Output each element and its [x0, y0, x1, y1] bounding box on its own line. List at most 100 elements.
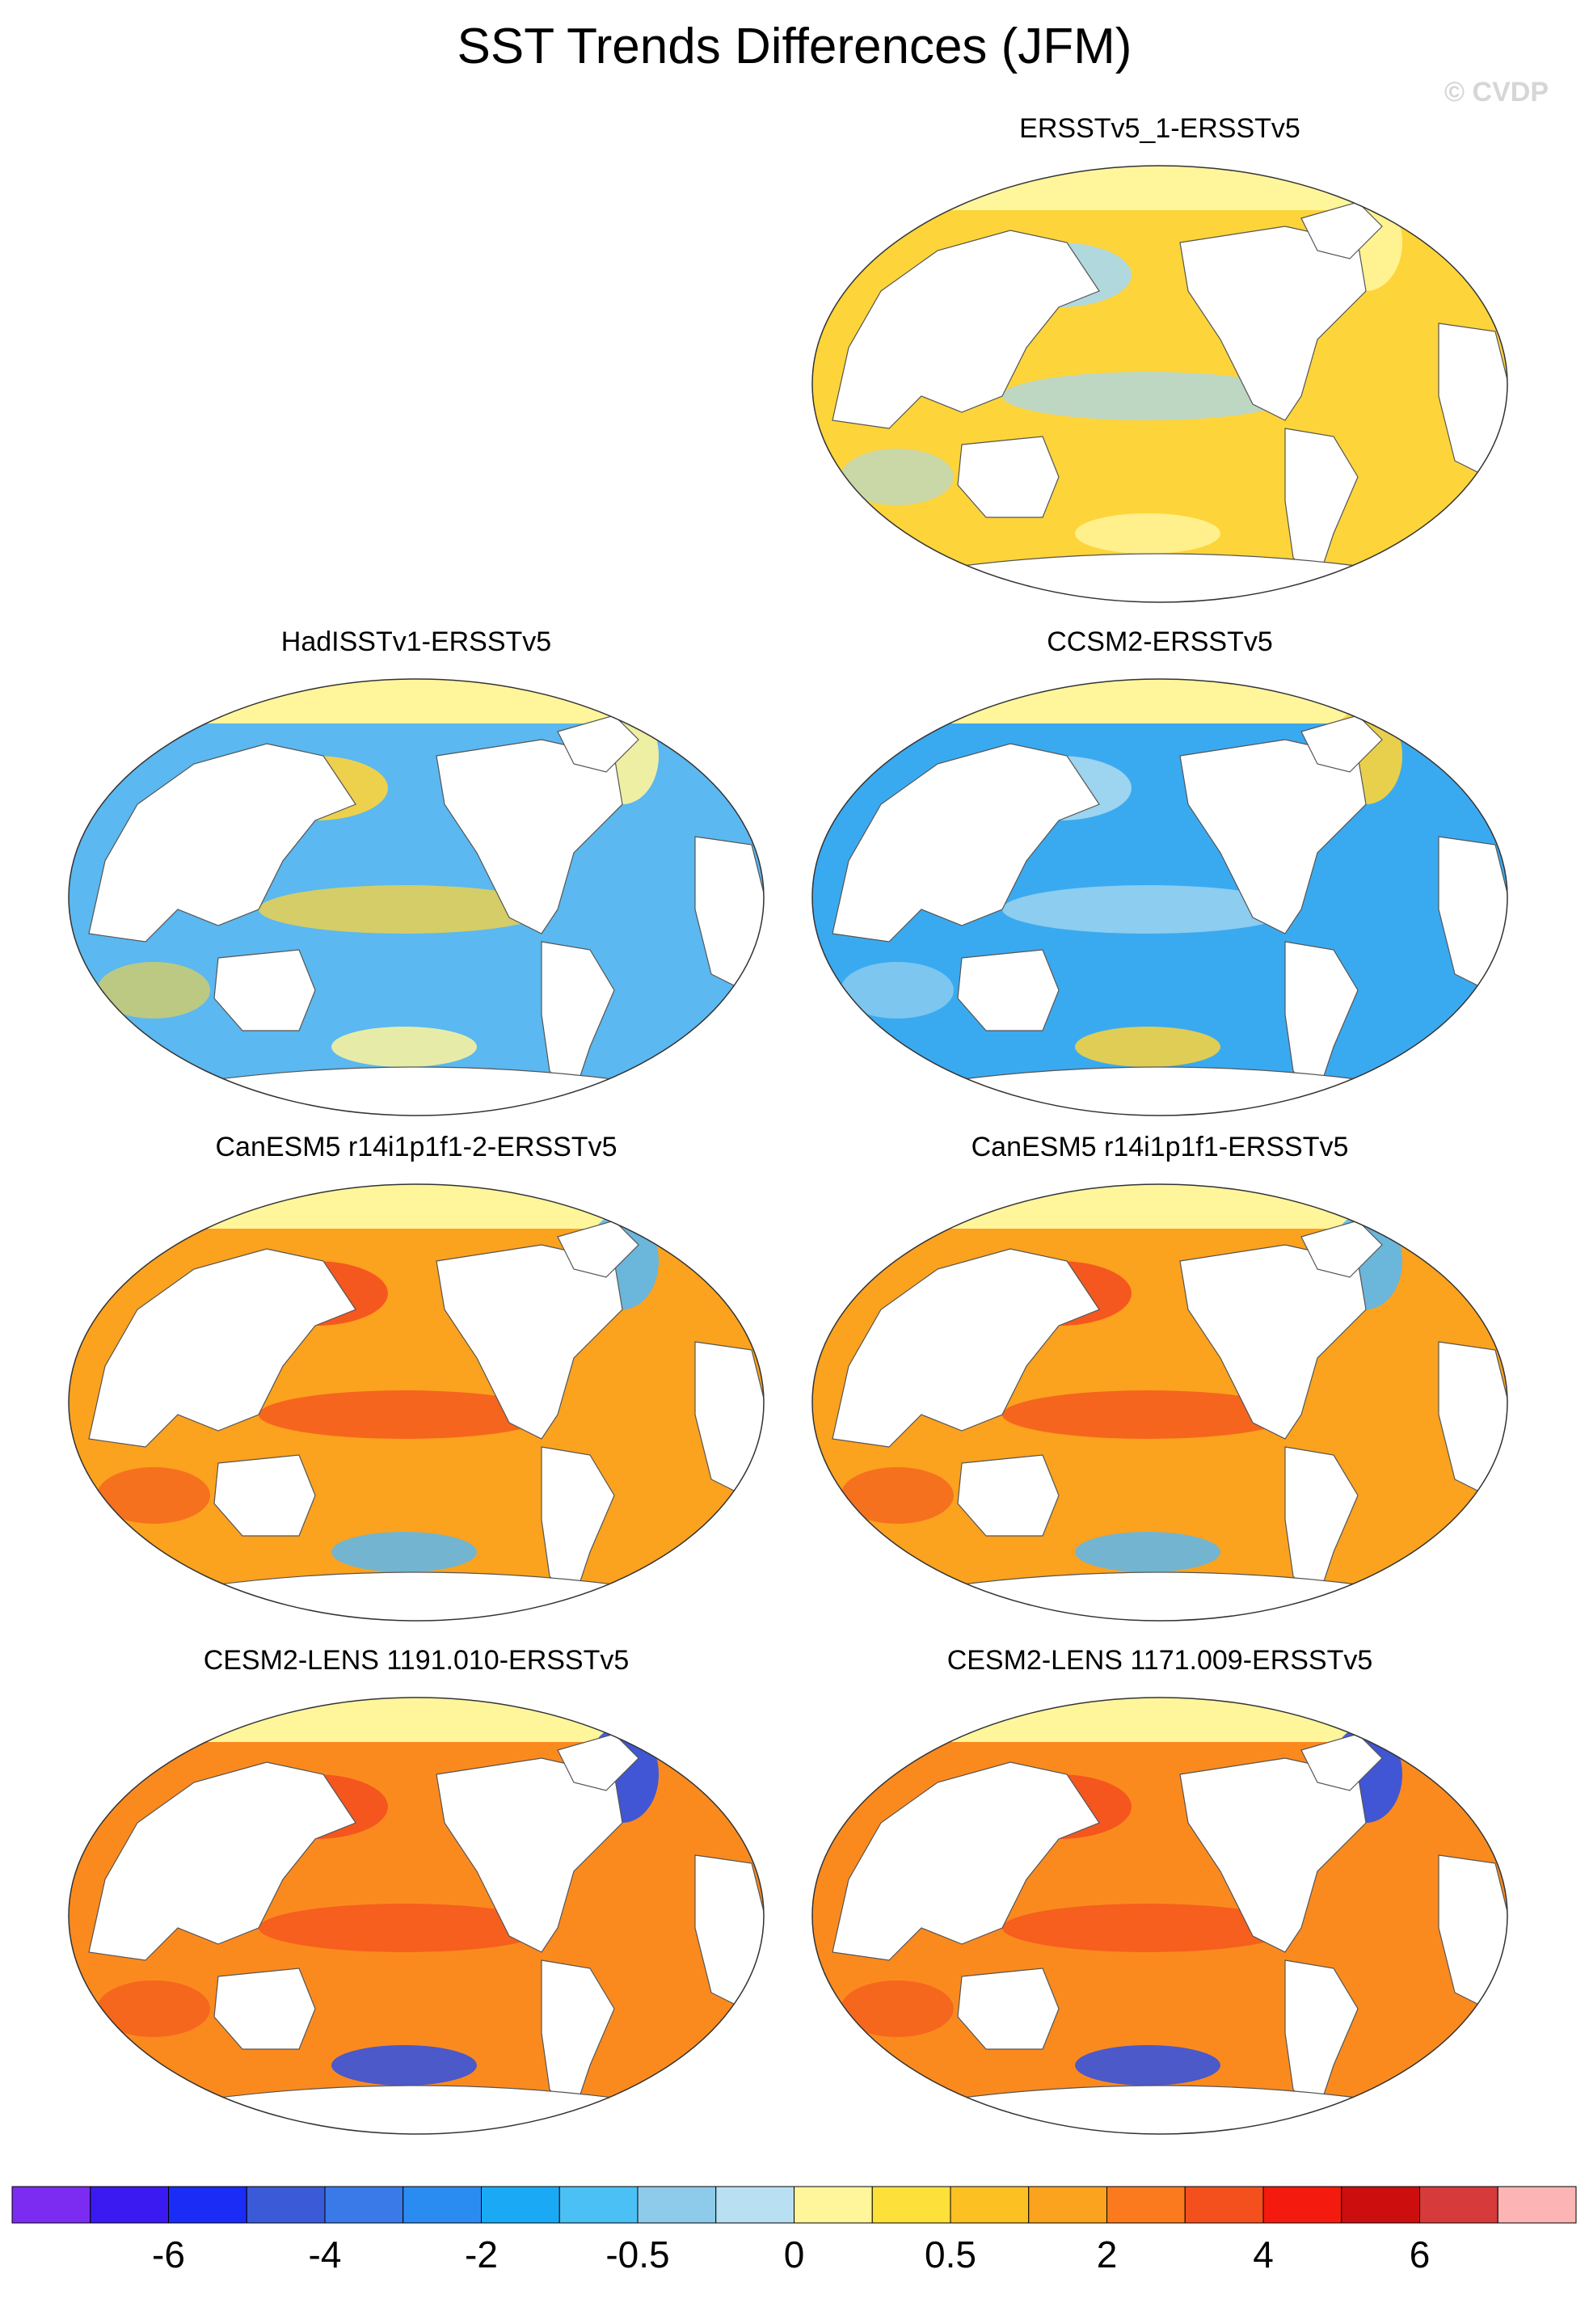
map-outline: [68, 1183, 765, 1622]
colorbar-box: [1028, 2186, 1107, 2224]
colorbar-label: -6: [152, 2233, 185, 2275]
south-america-land: [541, 941, 615, 1097]
southern-ocean-anomaly: [1075, 2045, 1220, 2086]
map-outline: [68, 1697, 765, 2135]
equatorial-anomaly: [259, 885, 550, 934]
colorbar-box: [1497, 2186, 1577, 2224]
south-america-land: [1284, 1446, 1359, 1602]
indian-ocean-anomaly: [841, 1980, 954, 2037]
equatorial-anomaly: [1002, 1390, 1293, 1439]
map-cesm2-lens-1191: [68, 1697, 765, 2135]
australia-land: [957, 436, 1060, 518]
south-america-land: [541, 1959, 615, 2115]
colorbar-box: [481, 2186, 560, 2224]
south-america-land: [1284, 428, 1359, 584]
indian-ocean-anomaly: [841, 962, 954, 1019]
map-outline: [68, 678, 765, 1116]
southern-ocean-anomaly: [331, 1532, 477, 1572]
panel-cesm2-lens-1191: CESM2-LENS 1191.010-ERSSTv5: [57, 1645, 776, 2146]
australia-land: [957, 949, 1060, 1031]
colorbar-box: [1184, 2186, 1264, 2224]
arctic-field: [812, 1184, 1507, 1229]
australia-land: [213, 1968, 316, 2050]
southern-ocean-anomaly: [331, 1027, 477, 1067]
greenland-land: [1300, 1733, 1383, 1791]
colorbar-label: -0.5: [605, 2233, 669, 2275]
map-outline: [811, 1183, 1508, 1622]
panel-title: CCSM2-ERSSTv5: [1047, 626, 1273, 657]
colorbar-box: [871, 2186, 951, 2224]
equatorial-anomaly: [259, 1390, 550, 1439]
asia-land: [88, 1248, 356, 1448]
colorbar: -6 -4 -2 -0.5 0 0.5 2 4 6: [11, 2186, 1577, 2275]
arctic-field: [812, 1698, 1507, 1742]
panel-title: CanESM5 r14i1p1f1-2-ERSSTv5: [215, 1132, 617, 1162]
watermark: © CVDP: [1444, 77, 1549, 108]
south-america-land: [1284, 941, 1359, 1097]
australia-land: [957, 1968, 1060, 2050]
greenland-land: [557, 1733, 639, 1791]
panel-title: ERSSTv5_1-ERSSTv5: [1019, 113, 1300, 144]
equatorial-anomaly: [1002, 1904, 1293, 1952]
indian-ocean-anomaly: [841, 449, 954, 505]
panel-hadisstv1: HadISSTv1-ERSSTv5: [57, 626, 776, 1128]
colorbar-box: [1262, 2186, 1342, 2224]
asia-land: [832, 230, 1100, 429]
colorbar-box: [90, 2186, 169, 2224]
greenland-land: [557, 1220, 639, 1278]
colorbar-label: 0: [784, 2233, 805, 2275]
asia-land: [88, 1761, 356, 1961]
colorbar-box: [950, 2186, 1030, 2224]
indian-ocean-anomaly: [841, 1467, 954, 1524]
map-ccsm2: [811, 678, 1508, 1116]
colorbar-label: 4: [1253, 2233, 1274, 2275]
greenland-land: [1300, 715, 1383, 773]
southern-ocean-anomaly: [1075, 1532, 1220, 1572]
panel-ersstv5-1: ERSSTv5_1-ERSSTv5: [800, 113, 1519, 614]
arctic-field: [812, 679, 1507, 723]
southern-ocean-anomaly: [1075, 1027, 1220, 1067]
panel-canesm5-2: CanESM5 r14i1p1f1-2-ERSSTv5: [57, 1132, 776, 1633]
colorbar-label: 2: [1097, 2233, 1118, 2275]
colorbar-box: [246, 2186, 326, 2224]
panel-title: CESM2-LENS 1171.009-ERSSTv5: [946, 1645, 1373, 1676]
map-hadisstv1: [68, 678, 765, 1116]
colorbar-label: 0.5: [925, 2233, 976, 2275]
map-outline: [811, 165, 1508, 603]
colorbar-box: [324, 2186, 404, 2224]
equatorial-anomaly: [1002, 372, 1293, 420]
asia-land: [832, 1248, 1100, 1448]
panel-canesm5: CanESM5 r14i1p1f1-ERSSTv5: [800, 1132, 1519, 1633]
colorbar-box: [1341, 2186, 1420, 2224]
colorbar-label: 6: [1410, 2233, 1431, 2275]
indian-ocean-anomaly: [97, 1980, 210, 2037]
colorbar-box: [168, 2186, 247, 2224]
map-ersstv5-1: [811, 165, 1508, 603]
panel-title: HadISSTv1-ERSSTv5: [280, 626, 552, 657]
arctic-field: [69, 679, 764, 723]
panel-title: CanESM5 r14i1p1f1-ERSSTv5: [971, 1132, 1349, 1162]
figure-title: SST Trends Differences (JFM): [457, 19, 1132, 74]
panel-ccsm2: CCSM2-ERSSTv5: [800, 626, 1519, 1128]
australia-land: [213, 1454, 316, 1537]
map-cesm2-lens-1171: [811, 1697, 1508, 2135]
map-outline: [811, 1697, 1508, 2135]
australia-land: [957, 1454, 1060, 1537]
map-canesm5: [811, 1183, 1508, 1622]
south-america-land: [1284, 1959, 1359, 2115]
arctic-field: [69, 1698, 764, 1742]
greenland-land: [557, 715, 639, 773]
colorbar-box: [715, 2186, 794, 2224]
asia-land: [832, 1761, 1100, 1961]
colorbar-box: [558, 2186, 639, 2224]
colorbar-box: [1106, 2186, 1186, 2224]
southern-ocean-anomaly: [1075, 513, 1220, 554]
greenland-land: [1300, 1220, 1383, 1278]
map-outline: [811, 678, 1508, 1116]
australia-land: [213, 949, 316, 1031]
equatorial-anomaly: [1002, 885, 1293, 934]
colorbar-box: [403, 2186, 482, 2224]
arctic-field: [812, 166, 1507, 210]
colorbar-label: -2: [465, 2233, 498, 2275]
indian-ocean-anomaly: [97, 962, 210, 1019]
